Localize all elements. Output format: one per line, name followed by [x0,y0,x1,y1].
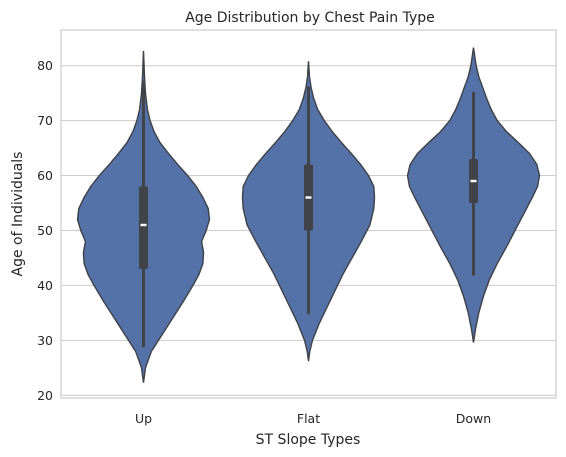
x-tick-label-flat: Flat [297,411,320,426]
violin-flat [241,61,376,362]
y-tick-label-60: 60 [37,168,53,183]
y-axis-label: Age of Individuals [10,152,26,277]
x-tick-label-up: Up [135,411,152,426]
violin-up [76,50,211,383]
y-tick-label-80: 80 [37,58,53,73]
y-tick-label-40: 40 [37,278,53,293]
x-tick-labels: Up Flat Down [135,411,491,426]
violin-median-up [140,223,147,227]
y-tick-labels: 20 30 40 50 60 70 80 [37,58,53,403]
x-tick-label-down: Down [456,411,491,426]
y-tick-label-70: 70 [37,113,53,128]
y-tick-label-50: 50 [37,223,53,238]
y-tick-label-20: 20 [37,388,53,403]
x-axis-label: ST Slope Types [256,432,361,448]
chart-title: Age Distribution by Chest Pain Type [185,10,435,26]
violins-layer [76,47,541,383]
violin-down [406,47,541,343]
plot-frame [60,29,557,399]
y-tick-label-30: 30 [37,333,53,348]
violin-median-flat [305,196,312,199]
violin-median-down [470,179,477,183]
violin-iqr-box-up [139,186,148,269]
